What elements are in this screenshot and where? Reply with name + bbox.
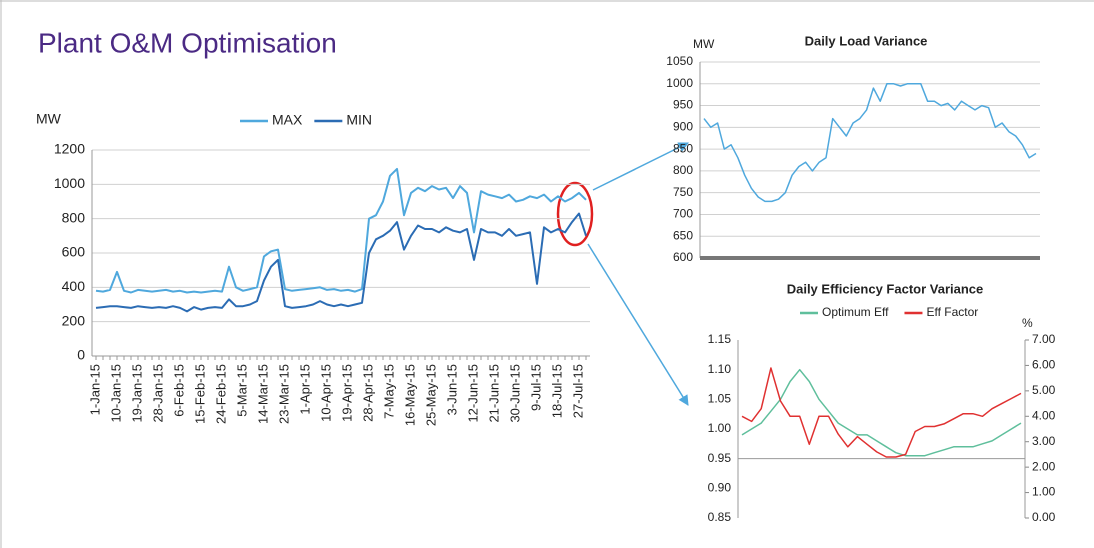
y2-tick-label: 1.00 (1032, 485, 1056, 499)
y-tick-label: 1000 (666, 76, 693, 90)
highlight-ellipse (556, 181, 594, 247)
series-line (703, 83, 1037, 203)
y-tick-label: 1050 (666, 54, 693, 68)
y-tick-label: 1.05 (708, 392, 732, 406)
y2-tick-label: 4.00 (1032, 408, 1056, 422)
y-tick-label: 200 (62, 312, 86, 328)
x-tick-label: 6-Feb-15 (171, 364, 186, 417)
chart-title: Daily Load Variance (805, 33, 928, 48)
y-tick-label: 1000 (54, 175, 85, 191)
slide-title: Plant O&M Optimisation (38, 27, 337, 58)
y-tick-label: 800 (673, 163, 693, 177)
x-tick-label: 28-Apr-15 (360, 364, 375, 422)
series-line (95, 167, 587, 294)
y-tick-label: 850 (673, 141, 693, 155)
x-tick-label: 19-Apr-15 (339, 364, 354, 422)
x-tick-label: 9-Jul-15 (528, 364, 543, 411)
x-tick-label: 18-Jul-15 (549, 364, 564, 418)
y-tick-label: 400 (62, 278, 86, 294)
y-tick-label: 650 (673, 228, 693, 242)
x-tick-label: 5-Mar-15 (234, 364, 249, 417)
x-tick-label: 19-Jan-15 (129, 364, 144, 423)
x-tick-label: 23-Mar-15 (276, 364, 291, 424)
y-tick-label: 0.90 (708, 481, 732, 495)
y-tick-label: 0.85 (708, 510, 732, 524)
x-tick-label: 16-May-15 (402, 364, 417, 426)
x-tick-label: 24-Feb-15 (213, 364, 228, 424)
x-tick-label: 1-Apr-15 (297, 364, 312, 415)
chart-title: Daily Efficiency Factor Variance (787, 281, 984, 296)
series-line (741, 367, 1022, 458)
y-tick-label: 600 (62, 244, 86, 260)
series-line (95, 212, 587, 313)
legend-label: MAX (272, 112, 303, 128)
y-tick-label: 700 (673, 207, 693, 221)
y2-tick-label: 7.00 (1032, 332, 1056, 346)
y-tick-label: 600 (673, 250, 693, 264)
x-tick-label: 28-Jan-15 (150, 364, 165, 423)
series-line (741, 368, 1022, 457)
y-tick-label: 1.15 (708, 332, 732, 346)
y-axis-label: MW (36, 111, 62, 127)
legend-label: Eff Factor (926, 305, 978, 319)
arrow (587, 243, 689, 406)
arrow (592, 142, 689, 191)
y2-tick-label: 0.00 (1032, 510, 1056, 524)
x-tick-label: 3-Jun-15 (444, 364, 459, 415)
x-tick-label: 25-May-15 (423, 364, 438, 426)
x-tick-label: 21-Jun-15 (486, 364, 501, 423)
x-tick-label: 10-Apr-15 (318, 364, 333, 422)
y-tick-label: 0.95 (708, 451, 732, 465)
y-tick-label: 800 (62, 209, 86, 225)
y2-tick-label: 2.00 (1032, 459, 1056, 473)
legend-label: Optimum Eff (822, 305, 889, 319)
y-tick-label: 0 (77, 347, 85, 363)
y-tick-label: 1200 (54, 141, 85, 157)
y2-axis-label: % (1022, 316, 1033, 330)
y-axis-label: MW (693, 37, 715, 51)
x-tick-label: 30-Jun-15 (507, 364, 522, 423)
y-tick-label: 1.10 (708, 362, 732, 376)
y-tick-label: 900 (673, 120, 693, 134)
x-tick-label: 10-Jan-15 (108, 364, 123, 423)
y-tick-label: 750 (673, 185, 693, 199)
y-tick-label: 950 (673, 98, 693, 112)
x-tick-label: 27-Jul-15 (570, 364, 585, 418)
x-tick-label: 14-Mar-15 (255, 364, 270, 424)
y2-tick-label: 6.00 (1032, 358, 1056, 372)
y-tick-label: 1.00 (708, 421, 732, 435)
legend-label: MIN (346, 112, 372, 128)
y2-tick-label: 3.00 (1032, 434, 1056, 448)
x-tick-label: 7-May-15 (381, 364, 396, 419)
y2-tick-label: 5.00 (1032, 383, 1056, 397)
x-tick-label: 12-Jun-15 (465, 364, 480, 423)
x-tick-label: 15-Feb-15 (192, 364, 207, 424)
x-tick-label: 1-Jan-15 (87, 364, 102, 415)
